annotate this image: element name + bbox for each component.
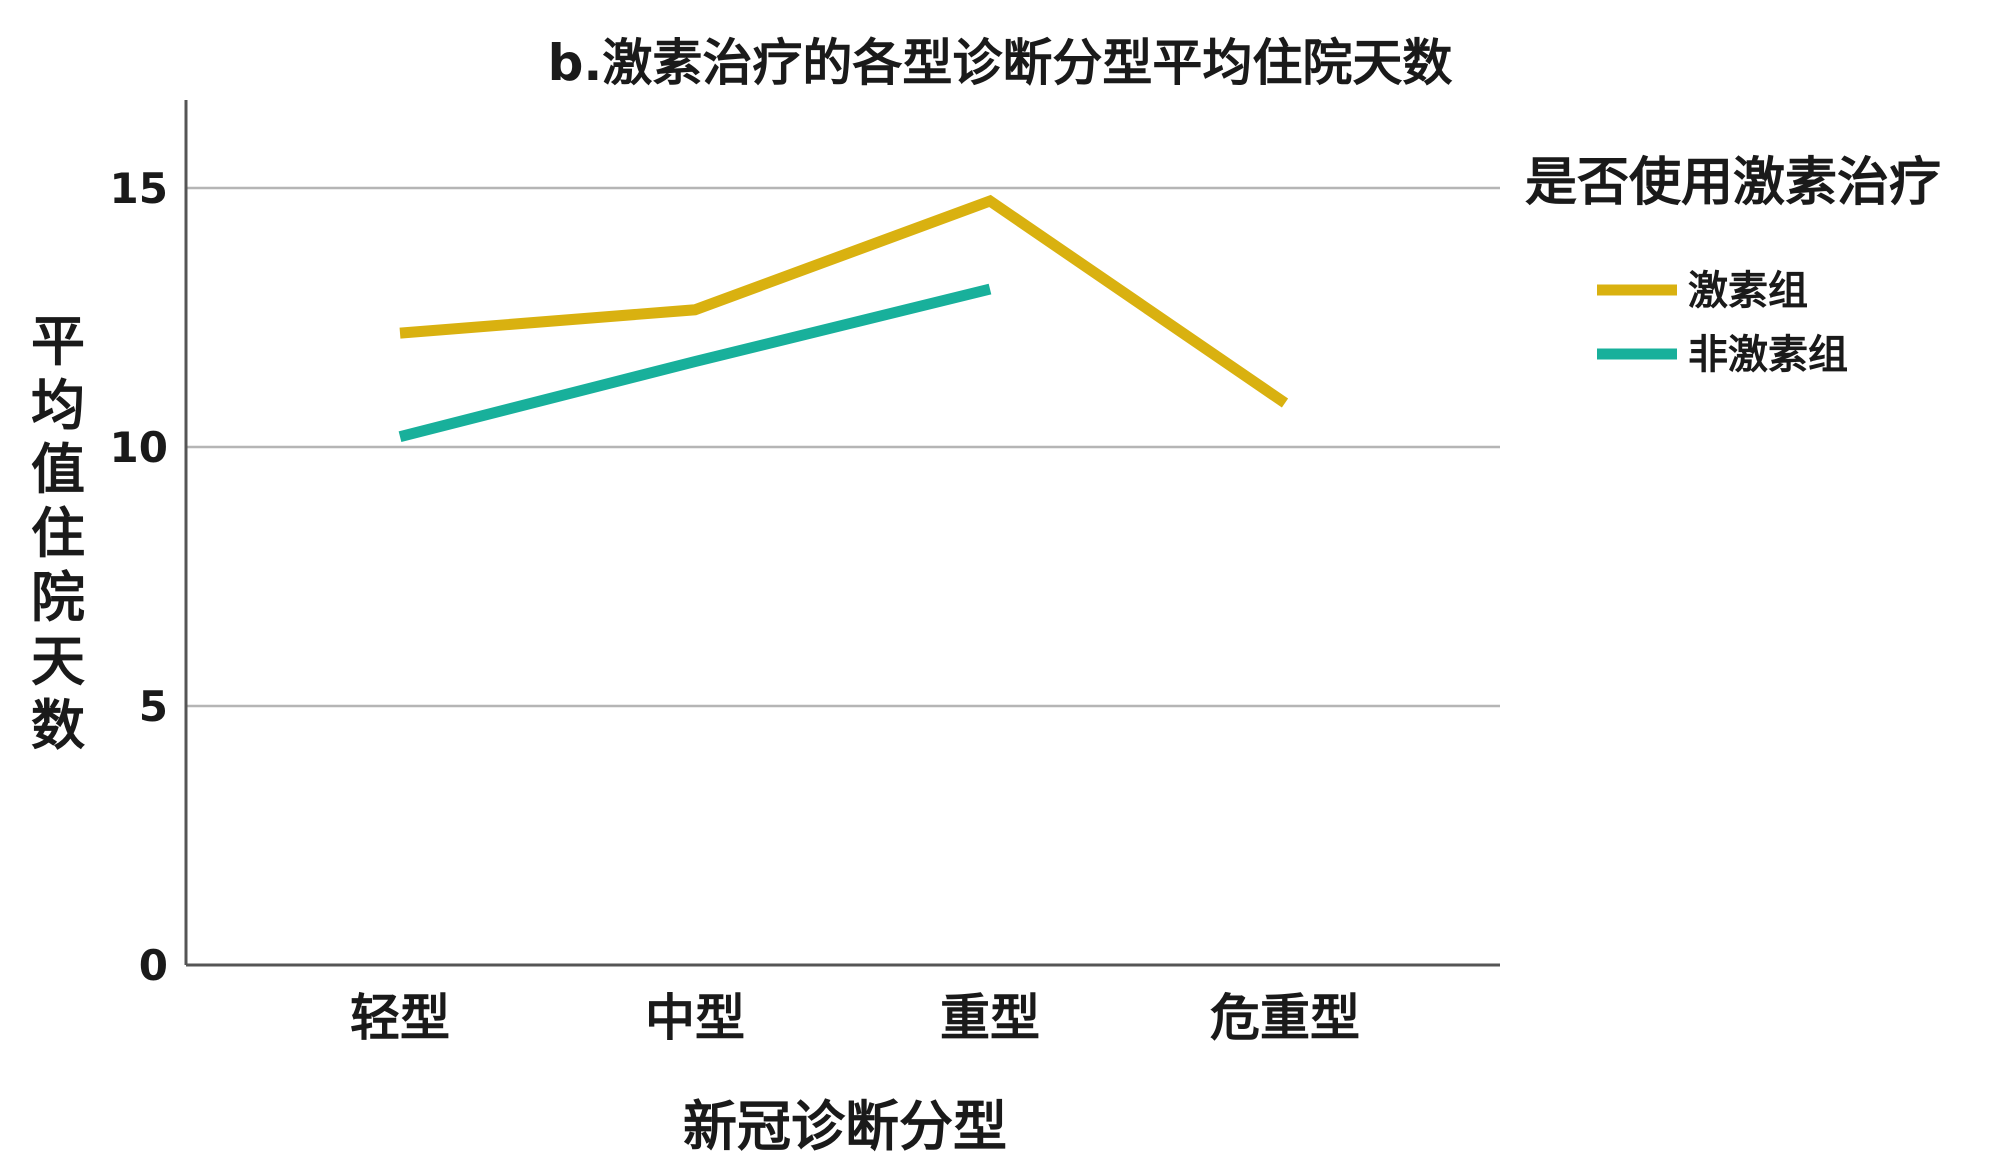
y-tick-label: 10: [110, 423, 168, 472]
x-category-label: 中型: [645, 989, 745, 1047]
x-category-label: 重型: [940, 989, 1040, 1047]
x-category-label: 轻型: [350, 989, 450, 1047]
y-axis-title-char: 住: [31, 502, 85, 565]
series-lines: [398, 194, 1289, 443]
y-tick-label: 0: [139, 941, 168, 990]
y-axis-title-char: 值: [31, 438, 85, 501]
legend-title: 是否使用激素治疗: [1525, 153, 1941, 213]
x-axis-title: 新冠诊断分型: [683, 1095, 1007, 1158]
y-tick-labels: 0 5 10 15: [110, 164, 168, 990]
y-tick-label: 5: [139, 682, 168, 731]
legend-label: 激素组: [1688, 268, 1808, 314]
x-category-labels: 轻型 中型 重型 危重型: [350, 989, 1360, 1047]
gridlines: [186, 186, 1500, 708]
y-axis-title-char: 数: [31, 694, 85, 757]
y-axis-title-char: 平: [31, 310, 85, 373]
series-line-0: [399, 194, 1289, 408]
legend-label: 非激素组: [1688, 332, 1848, 378]
x-category-label: 危重型: [1210, 989, 1360, 1047]
y-axis-title-char: 院: [31, 566, 85, 629]
y-axis-title-char: 天: [31, 630, 85, 693]
y-tick-label: 15: [110, 164, 168, 213]
chart-title: b.激素治疗的各型诊断分型平均住院天数: [548, 34, 1453, 92]
axes: [184, 100, 1500, 967]
y-axis-title-char: 均: [31, 374, 85, 437]
